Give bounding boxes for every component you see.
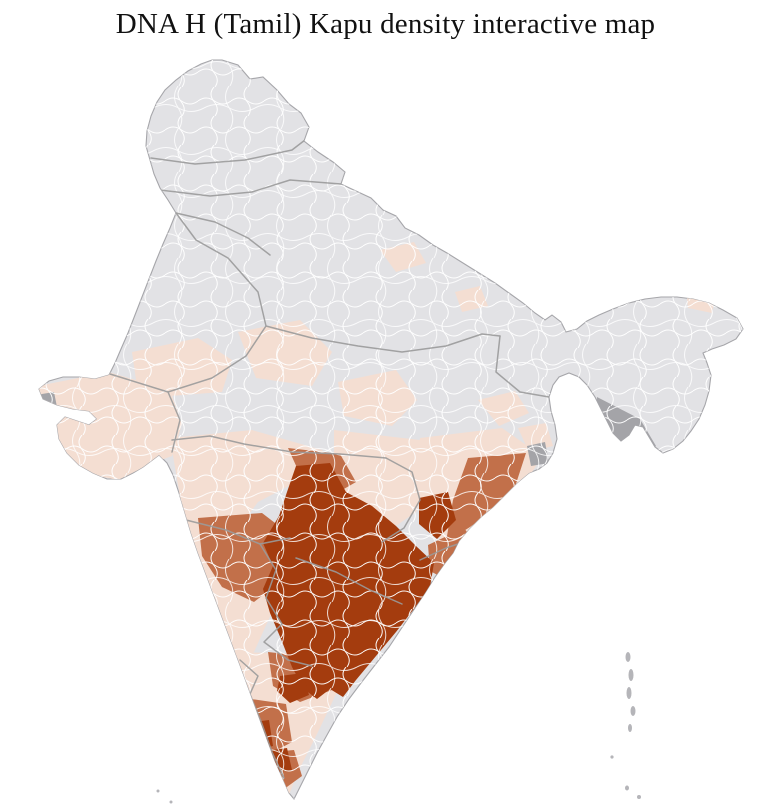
island[interactable]	[628, 669, 634, 681]
island[interactable]	[628, 724, 632, 732]
andaman-nicobar-islands[interactable]	[610, 652, 641, 799]
island[interactable]	[610, 755, 614, 759]
island[interactable]	[169, 800, 173, 804]
island[interactable]	[630, 706, 636, 716]
island[interactable]	[625, 652, 631, 662]
state-border-chhattisgarh	[381, 457, 421, 543]
state-border-jammu-kashmir	[150, 139, 306, 165]
island[interactable]	[637, 795, 641, 799]
state-border-bihar-bengal	[495, 335, 550, 398]
island[interactable]	[156, 789, 160, 793]
state-border-gujarat-maharashtra	[167, 391, 181, 453]
district-borders-mesh-2	[39, 60, 743, 799]
state-border-maharashtra-south	[185, 519, 291, 545]
map-title: DNA H (Tamil) Kapu density interactive m…	[115, 8, 656, 40]
island[interactable]	[625, 785, 629, 791]
island[interactable]	[626, 687, 632, 699]
state-border-karnataka-andhra	[259, 543, 313, 667]
state-border-uttar-pradesh	[265, 325, 501, 353]
lakshadweep-islands[interactable]	[156, 789, 173, 804]
state-border-punjab-himachal	[159, 179, 342, 197]
state-border-haryana	[175, 212, 271, 256]
state-border-telangana-andhra	[295, 557, 403, 605]
state-border-mp-maharashtra	[171, 435, 387, 459]
